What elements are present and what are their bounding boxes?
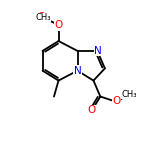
Text: N: N [74,66,81,76]
Text: O: O [38,12,46,22]
Text: CH₃: CH₃ [121,90,137,99]
Text: O: O [54,20,63,30]
Text: O: O [88,105,96,115]
Text: CH₃: CH₃ [36,13,51,22]
Text: N: N [94,46,102,56]
Text: O: O [112,96,120,106]
